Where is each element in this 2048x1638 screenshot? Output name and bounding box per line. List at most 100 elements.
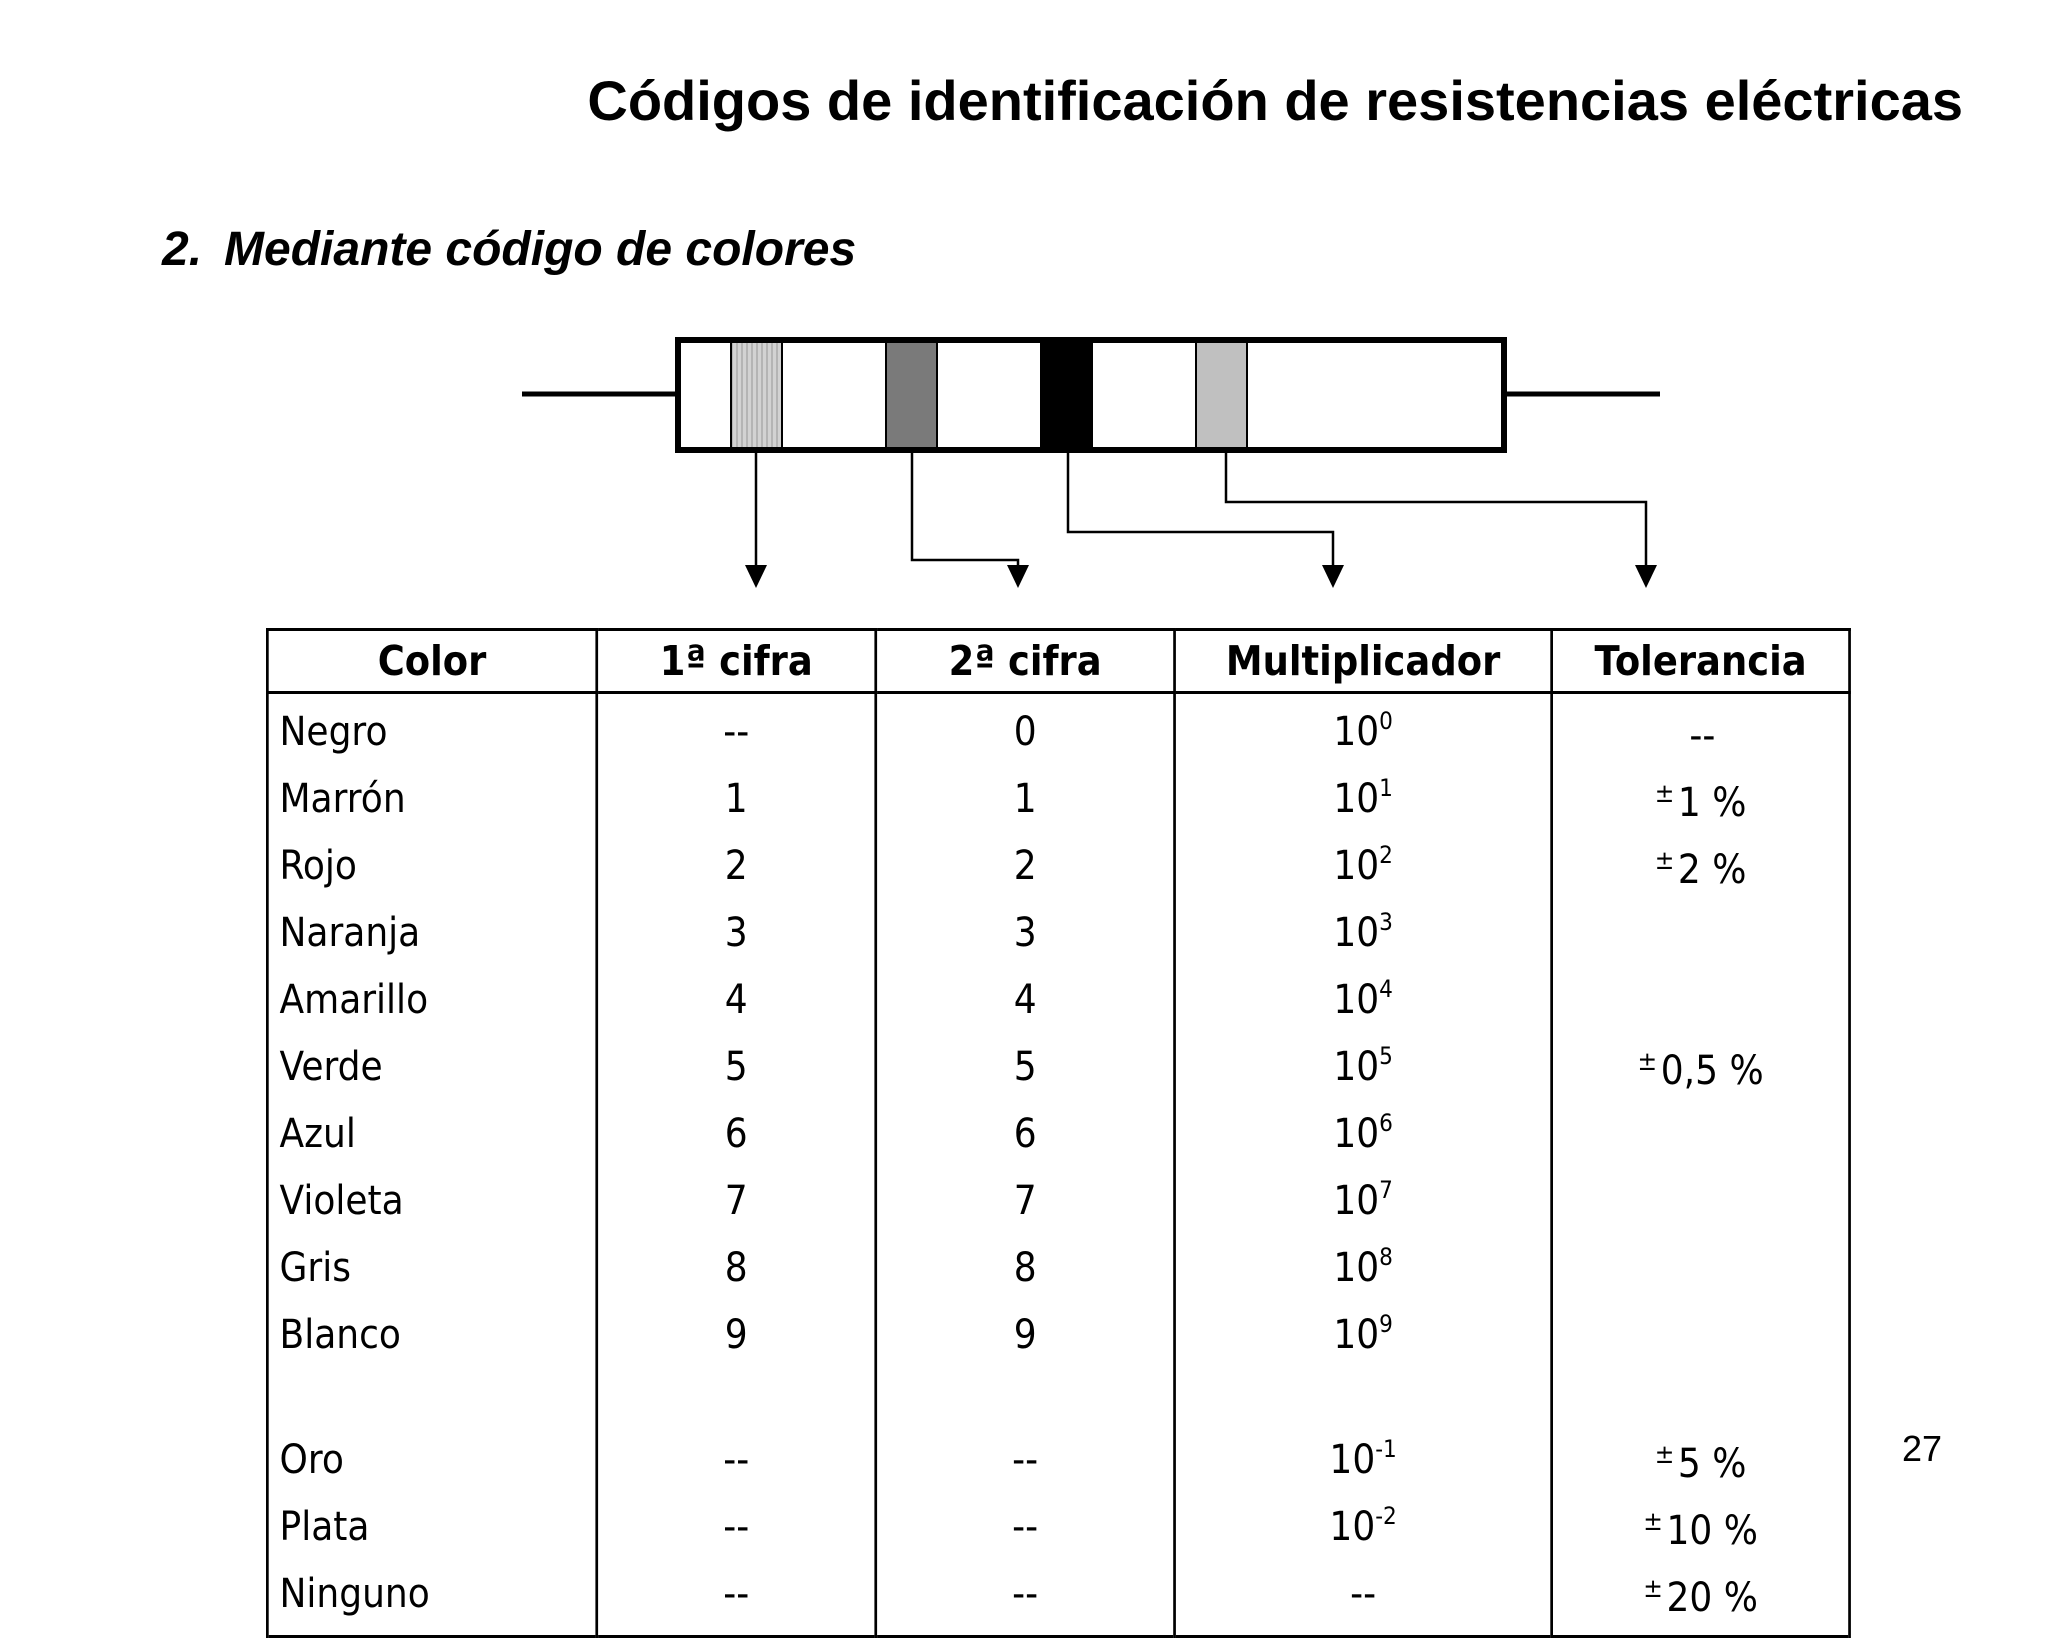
tolerance-leader [1224,448,1648,566]
color-code-table: Color 1ª cifra 2ª cifra Multiplicador To… [266,628,1851,1638]
color-name-cell: Oro [266,1426,599,1493]
color-name-cell: Naranja [266,899,599,966]
multiplier-cell: 107 [1173,1167,1554,1234]
first-digit-cell: 6 [595,1100,878,1167]
multiplier-exponent: 9 [1379,1309,1393,1338]
plus-minus-sign: ± [1654,779,1675,809]
table-row: Violeta 7 7 107 [266,1167,1851,1234]
second-digit-value: 8 [1013,1244,1037,1291]
tolerance-band [1195,341,1248,449]
first-digit-cell: -- [595,1493,878,1560]
tolerance-value: 2 % [1677,847,1747,893]
color-name: Marrón [279,775,406,822]
second-digit-cell: 1 [874,765,1176,832]
color-name: Gris [279,1244,351,1291]
second-digit-cell: 0 [874,692,1176,765]
first-digit-cell: -- [595,692,878,765]
color-name: Amarillo [279,976,429,1023]
multiplier-base: 10 [1333,1043,1380,1090]
table-row: Negro -- 0 100 -- [266,692,1851,765]
tolerance-value: -- [1689,713,1716,759]
tolerance-value: 5 % [1677,1441,1747,1487]
color-name-cell: Marrón [266,765,599,832]
multiplier-cell: -- [1173,1560,1554,1637]
second-digit-cell: -- [874,1560,1176,1637]
color-name: Azul [279,1110,356,1157]
first-digit-cell: 3 [595,899,878,966]
first-digit-cell: -- [595,1560,878,1637]
page-number: 27 [1902,1428,1943,1469]
multiplier-exponent: -2 [1375,1501,1397,1530]
tolerance-cell [1550,1100,1851,1167]
second-digit-cell: -- [874,1426,1176,1493]
multiplier-exponent: 7 [1379,1175,1393,1204]
second-digit-value: 0 [1013,708,1037,755]
plus-minus-sign: ± [1654,1440,1675,1470]
second-digit-value: 1 [1013,775,1037,822]
multiplier-leader [1066,448,1335,566]
header-tolerance: Tolerancia [1550,628,1851,694]
second-digit-value: 2 [1013,842,1037,889]
first-digit-cell: 9 [595,1301,878,1368]
color-name: Negro [279,708,388,755]
tolerance-cell: ±1 % [1550,765,1851,832]
empty-cell [266,1368,599,1426]
plus-minus-sign: ± [1643,1507,1663,1537]
header-second-digit: 2ª cifra [874,628,1176,694]
multiplier-cell: 102 [1173,832,1554,899]
tolerance-cell [1550,899,1851,966]
multiplier-cell: 10-2 [1173,1493,1554,1560]
multiplier-exponent: 5 [1379,1041,1393,1070]
color-name: Verde [279,1043,383,1090]
tolerance-cell [1550,1167,1851,1234]
first-digit-cell: 1 [595,765,878,832]
multiplier-cell: 101 [1173,765,1554,832]
multiplier-exponent: 8 [1379,1242,1393,1271]
tolerance-arrowhead [1635,565,1657,588]
first-digit-cell: 8 [595,1234,878,1301]
color-name: Violeta [279,1177,404,1224]
plus-minus-sign: ± [1654,846,1675,876]
multiplier-base: 10 [1333,1110,1380,1157]
first-digit-cell: 2 [595,832,878,899]
plus-minus-sign: ± [1637,1047,1658,1077]
multiplier-cell: 109 [1173,1301,1554,1368]
multiplier-base: 10 [1333,775,1380,822]
tolerance-cell: ±2 % [1550,832,1851,899]
second-digit-value: 7 [1013,1177,1037,1224]
section-heading: 2. Mediante código de colores [162,222,856,277]
multiplier-base: -- [1350,1570,1377,1617]
header-color: Color [266,628,599,694]
color-name-cell: Gris [266,1234,599,1301]
color-name-cell: Ninguno [266,1560,599,1637]
multiplier-base: 10 [1333,1177,1380,1224]
color-name: Rojo [279,842,357,889]
multiplier-exponent: 3 [1379,907,1393,936]
color-name-cell: Negro [266,692,599,765]
multiplier-exponent: 4 [1379,974,1393,1003]
multiplier-base: 10 [1333,976,1380,1023]
first-digit-cell: 7 [595,1167,878,1234]
table-row: Azul 6 6 106 [266,1100,1851,1167]
multiplier-cell: 106 [1173,1100,1554,1167]
first-digit-cell: -- [595,1426,878,1493]
tolerance-cell [1550,966,1851,1033]
color-name-cell: Plata [266,1493,599,1560]
section-heading-text: Mediante código de colores [224,223,857,276]
first-digit-value: 4 [724,976,748,1023]
multiplier-band [1040,341,1093,449]
second-digit-value: 4 [1013,976,1037,1023]
multiplier-base: 10 [1333,708,1380,755]
table-row: Amarillo 4 4 104 [266,966,1851,1033]
tolerance-value: 10 % [1666,1508,1758,1554]
first-digit-value: 1 [724,775,748,822]
multiplier-cell: 104 [1173,966,1554,1033]
resistor-diagram [522,337,1660,588]
first-digit-value: 5 [724,1043,748,1090]
color-name-cell: Azul [266,1100,599,1167]
table-row: Gris 8 8 108 [266,1234,1851,1301]
second-digit-value: 3 [1013,909,1037,956]
multiplier-exponent: 1 [1379,773,1393,802]
table-row: Plata -- -- 10-2 ±10 % [266,1493,1851,1560]
first-digit-value: 7 [724,1177,748,1224]
